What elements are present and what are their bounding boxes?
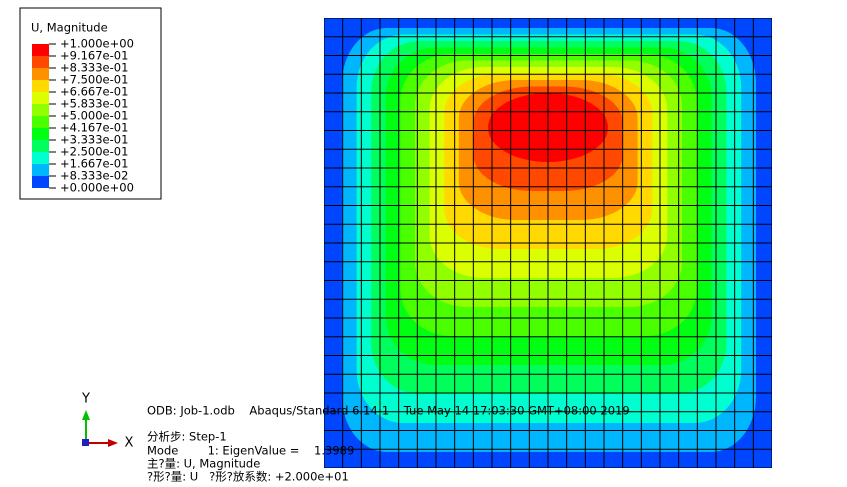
legend-label: +6.667e-01 <box>60 85 128 99</box>
legend-label: +1.000e+00 <box>60 37 134 51</box>
legend-label: +4.167e-01 <box>60 121 128 135</box>
legend-swatch <box>32 164 49 176</box>
contour-plot <box>324 18 772 468</box>
legend-swatch <box>32 56 49 68</box>
legend-label: +3.333e-01 <box>60 133 128 147</box>
legend-swatch <box>32 152 49 164</box>
info-line: Mode 1: EigenValue = 1.3989 <box>147 444 354 458</box>
legend-swatch <box>32 116 49 128</box>
info-line: ODB: Job-1.odb Abaqus/Standard 6.14-1 Tu… <box>147 404 630 418</box>
y-arrow-head <box>82 410 90 420</box>
axis-triad: Y X <box>81 392 134 451</box>
legend-label: +0.000e+00 <box>60 181 134 195</box>
legend-label: +8.333e-02 <box>60 169 128 183</box>
info-line: 分析步: Step-1 <box>147 430 227 444</box>
origin <box>82 439 89 446</box>
legend-label: +5.833e-01 <box>60 97 128 111</box>
legend-swatch <box>32 140 49 152</box>
legend-swatch <box>32 128 49 140</box>
legend-swatch <box>32 80 49 92</box>
info-block: ODB: Job-1.odb Abaqus/Standard 6.14-1 Tu… <box>147 404 630 484</box>
legend: +1.000e+00+9.167e-01+8.333e-01+7.500e-01… <box>32 37 134 195</box>
x-arrow-head <box>108 439 118 447</box>
info-line: 主?量: U, Magnitude <box>147 457 260 471</box>
legend-label: +2.500e-01 <box>60 145 128 159</box>
legend-label: +1.667e-01 <box>60 157 128 171</box>
legend-swatch <box>32 176 49 188</box>
legend-swatch <box>32 44 49 56</box>
legend-title: U, Magnitude <box>31 21 108 35</box>
x-label: X <box>125 436 134 451</box>
legend-label: +9.167e-01 <box>60 49 128 63</box>
legend-swatch <box>32 104 49 116</box>
legend-swatch <box>32 68 49 80</box>
y-label: Y <box>81 392 90 407</box>
legend-label: +8.333e-01 <box>60 61 128 75</box>
info-line: ?形?量: U ?形?放系数: +2.000e+01 <box>147 470 349 484</box>
legend-swatch <box>32 92 49 104</box>
legend-label: +5.000e-01 <box>60 109 128 123</box>
legend-label: +7.500e-01 <box>60 73 128 87</box>
